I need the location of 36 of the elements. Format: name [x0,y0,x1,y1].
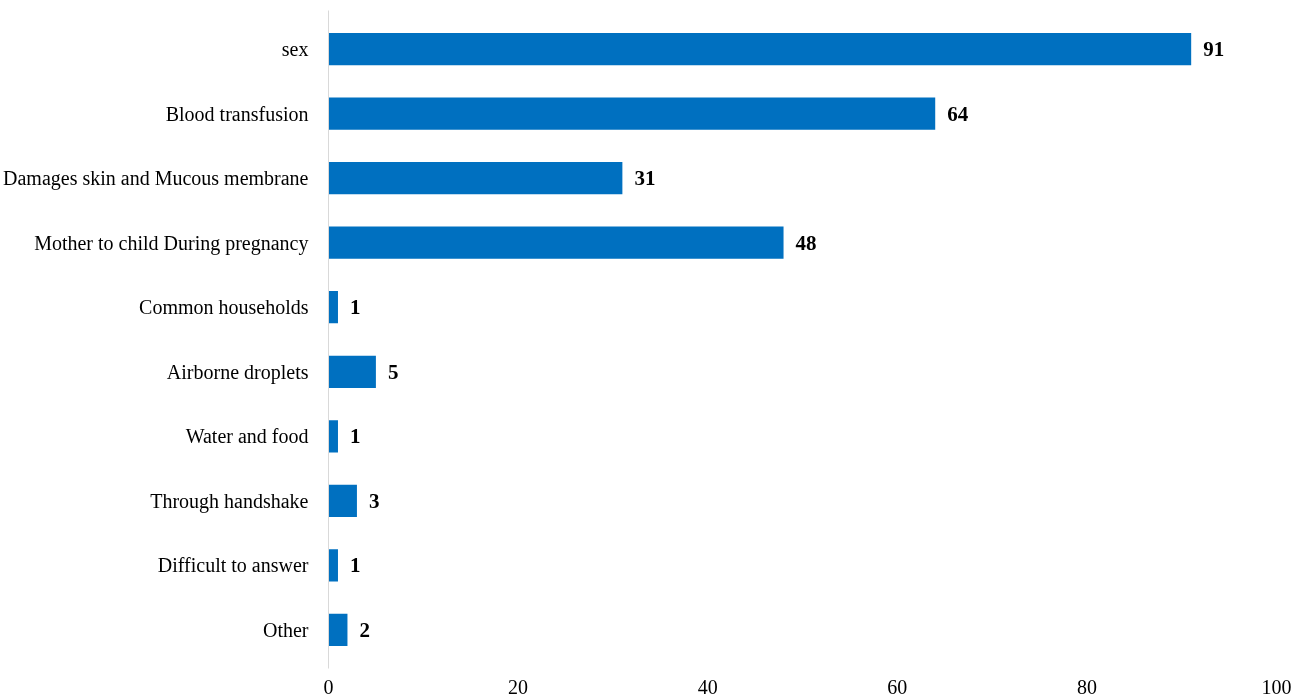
bar [328,97,936,130]
bar [328,484,357,517]
data-label: 1 [349,424,361,449]
bar [328,162,623,195]
bar [328,291,338,324]
data-label: 1 [349,553,361,578]
data-label: 91 [1203,37,1225,62]
y-tick-label: Airborne droplets [166,360,309,384]
data-label: 64 [947,101,969,126]
y-tick-label: Damages skin and Mucous membrane [3,167,309,191]
y-tick-label: sex [281,38,309,61]
bar [328,420,338,453]
bar [328,226,784,259]
x-tick-label: 0 [323,675,334,696]
x-tick-label: 80 [1076,675,1097,696]
data-label: 48 [795,230,817,255]
x-tick-label: 60 [887,675,908,696]
y-tick-label: Common households [139,296,309,319]
x-tick-label: 100 [1261,675,1292,696]
x-tick-label: 20 [508,675,529,696]
y-tick-label: Blood transfusion [165,102,309,125]
bar [328,549,338,582]
data-label: 5 [387,359,399,384]
x-tick-label: 40 [697,675,718,696]
data-label: 3 [368,488,380,513]
data-label: 2 [359,617,370,642]
data-label: 1 [349,295,361,320]
y-tick-label: Water and food [185,425,309,448]
bar [328,355,376,388]
data-label: 31 [634,166,656,191]
y-tick-label: Difficult to answer [157,554,309,577]
bar [328,613,348,646]
y-tick-label: Through handshake [150,489,309,513]
y-tick-label: Other [262,618,309,641]
y-tick-label: Mother to child During pregnancy [34,231,309,255]
bar [328,33,1192,66]
